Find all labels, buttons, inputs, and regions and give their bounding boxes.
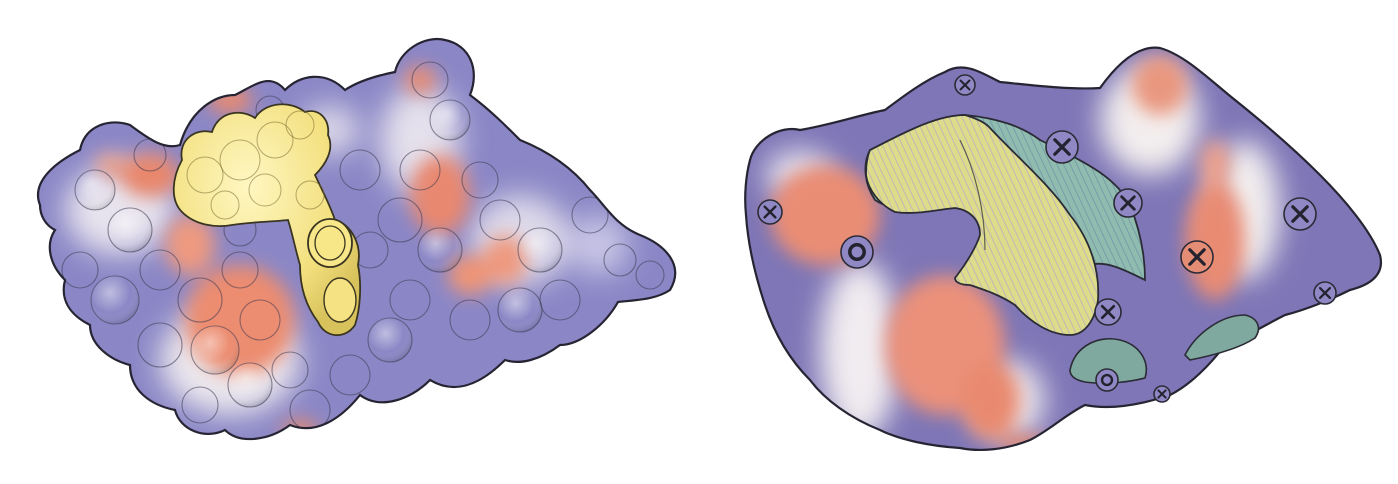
- ligand: [172, 103, 362, 337]
- positive-charge-marker: [1113, 188, 1143, 218]
- positive-charge-marker: [954, 74, 976, 96]
- binding-site-regions: [864, 114, 1146, 336]
- charge-markers: [757, 74, 1337, 403]
- positive-charge-marker: [1313, 281, 1337, 305]
- ring-marker: [840, 235, 874, 269]
- surface-highlights: [75, 100, 562, 407]
- positive-charge-marker: [1283, 197, 1317, 231]
- ring-marker: [1095, 368, 1119, 392]
- simplified-surface-right: [744, 46, 1383, 452]
- positive-charge-marker: [1153, 385, 1171, 403]
- positive-charge-marker: [757, 199, 783, 225]
- positive-charge-marker: [1094, 298, 1122, 326]
- positive-charge-marker: [1180, 240, 1214, 274]
- teal-patches: [1069, 314, 1260, 385]
- positive-charge-marker: [1045, 130, 1079, 164]
- molecular-surface-left: [36, 37, 677, 441]
